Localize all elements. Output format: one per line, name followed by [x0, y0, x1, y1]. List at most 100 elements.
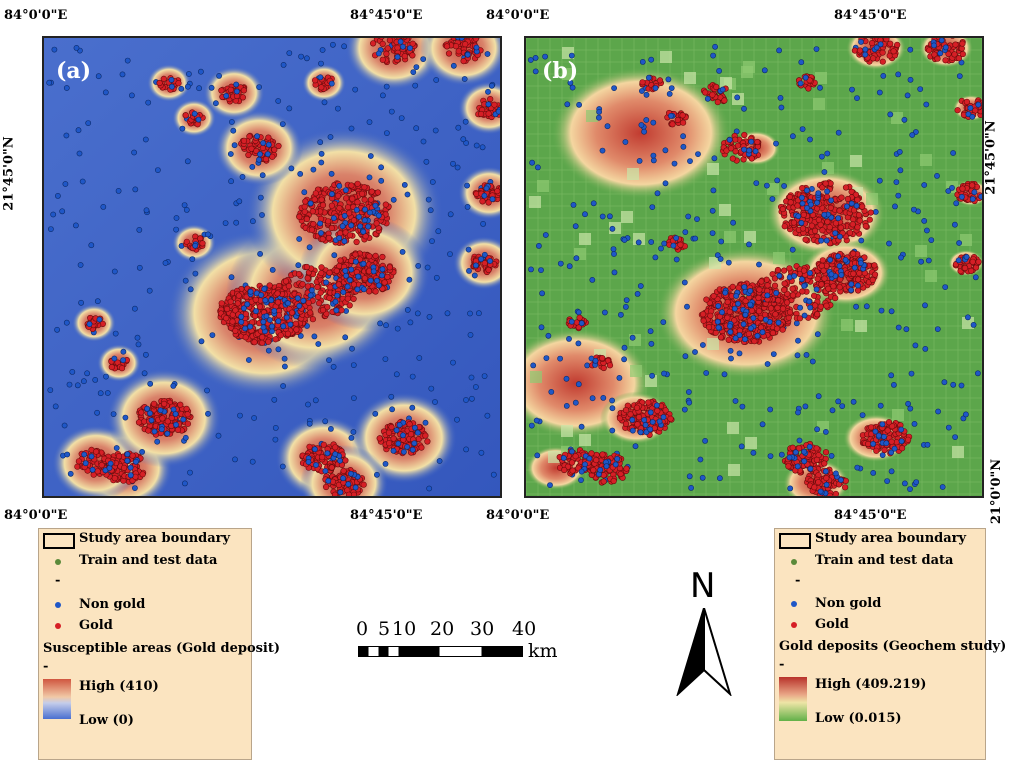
gold-point	[785, 463, 792, 470]
non-gold-point	[575, 340, 582, 347]
non-gold-point	[589, 395, 596, 402]
gold-point	[859, 203, 866, 210]
gold-point	[635, 414, 643, 421]
gold-point	[384, 45, 391, 52]
non-gold-point	[750, 449, 757, 456]
non-gold-point	[259, 172, 266, 179]
non-gold-point	[360, 286, 367, 293]
non-gold-point	[490, 471, 497, 478]
non-gold-point	[535, 242, 542, 249]
non-gold-point	[661, 240, 668, 247]
non-gold-point	[769, 196, 776, 202]
gold-point	[755, 294, 762, 302]
non-gold-point	[478, 256, 484, 262]
non-gold-point	[715, 303, 722, 309]
non-gold-point	[854, 464, 861, 471]
gold-point	[266, 282, 273, 289]
non-gold-point	[895, 324, 902, 331]
non-gold-point	[132, 305, 138, 312]
non-gold-point	[828, 452, 835, 459]
non-gold-point	[759, 421, 766, 428]
gold-point	[271, 146, 278, 153]
gold-point	[252, 296, 259, 303]
non-gold-point	[818, 153, 825, 160]
non-gold-point	[739, 403, 746, 410]
gold-point	[240, 87, 247, 94]
non-gold-point	[280, 323, 287, 330]
geochem-cell	[767, 183, 779, 195]
gold-point	[588, 450, 595, 457]
gold-point	[721, 97, 728, 104]
non-gold-point	[275, 318, 282, 325]
gold-point	[161, 400, 168, 408]
non-gold-point	[296, 302, 303, 309]
gold-point	[422, 432, 429, 439]
non-gold-point	[406, 276, 413, 283]
non-gold-point	[534, 452, 541, 459]
gold-point	[350, 295, 357, 303]
non-gold-point	[572, 399, 579, 406]
geochem-cell	[586, 110, 598, 122]
non-gold-point	[563, 375, 570, 382]
non-gold-point	[336, 235, 343, 241]
map-a-susceptibility[interactable]: (a)	[42, 36, 502, 498]
non-gold-point	[341, 212, 348, 219]
map-b-geochem[interactable]: (b)	[524, 36, 984, 498]
gold-point	[372, 288, 379, 295]
gold-point	[787, 199, 794, 206]
non-gold-point	[877, 41, 884, 48]
non-gold-point	[247, 288, 254, 295]
non-gold-point	[48, 226, 54, 232]
boundary-swatch	[779, 533, 811, 549]
non-gold-point	[169, 83, 175, 90]
non-gold-point	[740, 321, 747, 328]
non-gold-point	[388, 393, 395, 400]
non-gold-point	[575, 381, 582, 388]
train-point-icon	[55, 559, 61, 565]
non-gold-point	[420, 138, 427, 145]
non-gold-point	[666, 91, 673, 97]
non-gold-point	[111, 268, 118, 275]
non-gold-point	[283, 314, 290, 321]
non-gold-point	[886, 240, 892, 247]
non-gold-point	[96, 316, 103, 323]
gold-point	[145, 427, 152, 434]
geochem-color-ramp	[779, 677, 807, 721]
non-gold-point	[478, 449, 485, 456]
gold-point	[344, 295, 351, 302]
non-gold-point	[151, 428, 158, 435]
non-gold-point	[775, 319, 782, 326]
non-gold-point	[578, 477, 584, 483]
gold-point	[301, 203, 308, 210]
gold-point	[319, 307, 327, 314]
non-gold-point	[809, 358, 816, 365]
non-gold-point	[712, 43, 718, 50]
non-gold-point	[567, 79, 574, 86]
non-gold-point	[665, 76, 672, 83]
gold-point	[328, 464, 335, 471]
non-gold-point	[970, 321, 977, 328]
non-gold-point	[54, 326, 60, 333]
non-gold-point	[197, 68, 204, 75]
non-gold-point	[813, 286, 820, 293]
non-gold-point	[366, 119, 373, 125]
non-gold-point	[339, 223, 346, 230]
non-gold-point	[607, 213, 613, 220]
non-gold-point	[802, 403, 809, 410]
geochem-cell	[548, 451, 560, 463]
non-gold-point	[332, 451, 339, 457]
gold-point	[337, 257, 344, 264]
gold-point	[376, 435, 383, 442]
non-gold-point	[228, 119, 235, 125]
gold-point	[814, 311, 821, 318]
non-gold-point	[372, 202, 379, 209]
non-gold-point	[429, 238, 435, 244]
gold-point	[304, 275, 311, 282]
legend-low-label: Low (0)	[79, 713, 134, 728]
non-gold-point	[956, 240, 962, 246]
non-gold-point	[269, 323, 275, 330]
non-gold-point	[907, 486, 913, 492]
non-gold-point	[647, 409, 654, 416]
gold-point	[813, 445, 820, 452]
non-gold-point	[798, 276, 805, 283]
